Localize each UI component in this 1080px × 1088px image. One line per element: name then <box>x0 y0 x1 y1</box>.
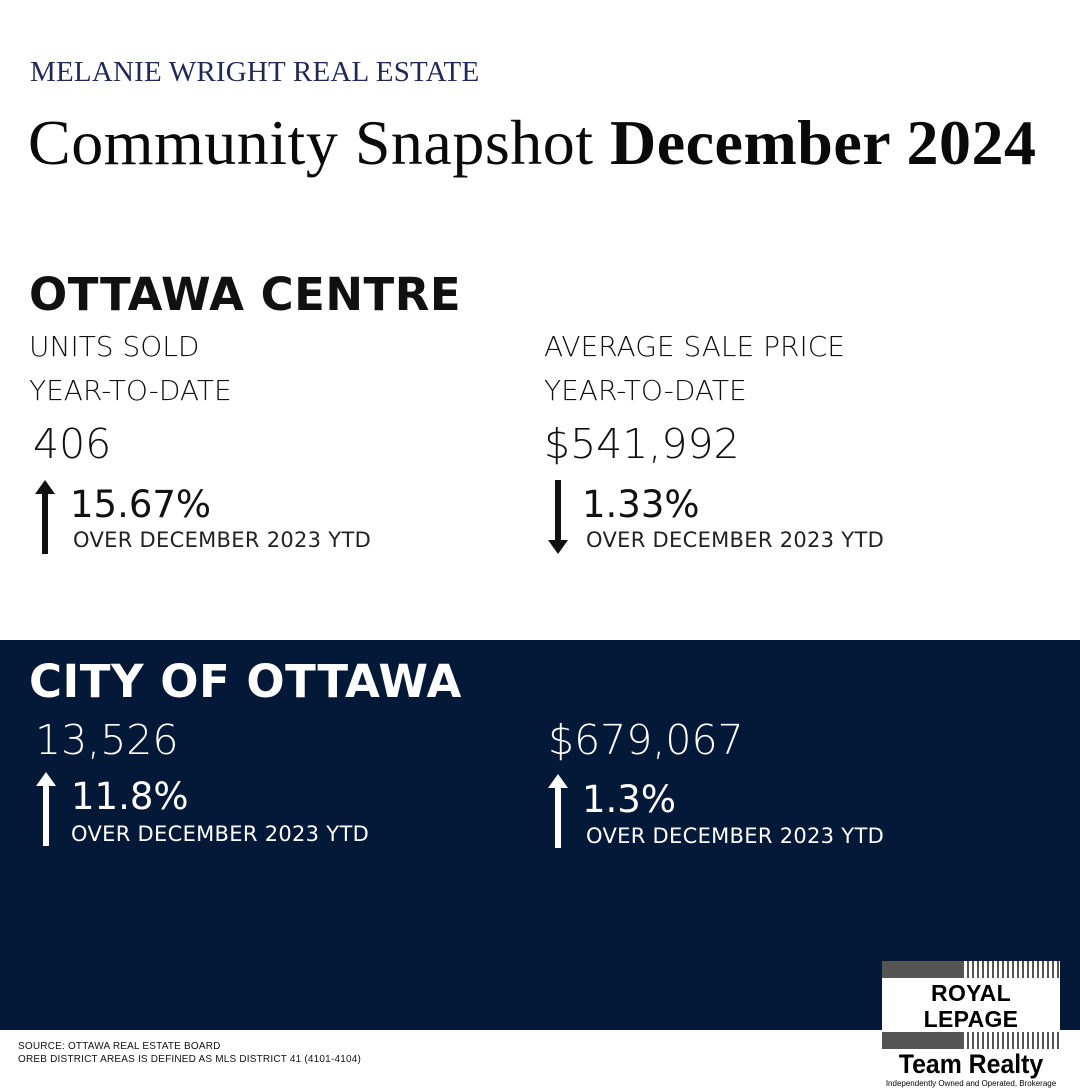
city-units-change-note: OVER DECEMBER 2023 YTD <box>71 822 370 846</box>
arrow-up-icon <box>33 770 59 848</box>
city-units-change-pct: 11.8% <box>71 775 189 818</box>
logo-line1: ROYAL LEPAGE <box>923 980 1019 1032</box>
page-title: Community Snapshot December 2024 <box>28 106 1037 180</box>
avg-price-sublabel: YEAR-TO-DATE <box>544 374 747 407</box>
logo-bars-top <box>882 961 1060 978</box>
units-change-pct: 15.67% <box>70 483 212 526</box>
footer-source: SOURCE: OTTAWA REAL ESTATE BOARD OREB DI… <box>18 1040 361 1066</box>
arrow-down-icon <box>545 478 571 556</box>
brand-name: MELANIE WRIGHT REAL ESTATE <box>30 56 480 88</box>
avg-price-value: $541,992 <box>544 420 740 468</box>
city-price-change-pct: 1.3% <box>582 778 676 821</box>
price-change-note: OVER DECEMBER 2023 YTD <box>586 528 885 552</box>
logo-line3: Independently Owned and Operated, Broker… <box>885 1079 1057 1088</box>
arrow-up-icon <box>32 478 58 556</box>
title-bold: December 2024 <box>610 107 1037 178</box>
price-change-pct: 1.33% <box>582 483 700 526</box>
avg-price-label: AVERAGE SALE PRICE <box>544 330 845 363</box>
units-change-note: OVER DECEMBER 2023 YTD <box>73 528 372 552</box>
city-price-value: $679,067 <box>548 716 744 764</box>
units-sold-label: UNITS SOLD <box>29 330 200 363</box>
district-text: OREB DISTRICT AREAS IS DEFINED AS MLS DI… <box>18 1054 362 1065</box>
city-price-change-note: OVER DECEMBER 2023 YTD <box>586 824 885 848</box>
royal-lepage-logo: ROYAL LEPAGE Team Realty Independently O… <box>882 961 1060 1088</box>
section-title-centre: OTTAWA CENTRE <box>29 268 462 321</box>
city-panel: CITY OF OTTAWA 13,526 11.8% OVER DECEMBE… <box>0 640 1080 1030</box>
logo-line2: Team Realty <box>898 1049 1044 1079</box>
city-units-value: 13,526 <box>35 716 179 764</box>
section-title-city: CITY OF OTTAWA <box>29 655 462 708</box>
arrow-up-icon <box>545 772 571 850</box>
units-sold-sublabel: YEAR-TO-DATE <box>29 374 232 407</box>
title-regular: Community Snapshot <box>28 107 594 178</box>
source-text: SOURCE: OTTAWA REAL ESTATE BOARD <box>18 1041 221 1052</box>
logo-bars-bottom <box>882 1032 1060 1049</box>
units-sold-value: 406 <box>33 420 112 468</box>
